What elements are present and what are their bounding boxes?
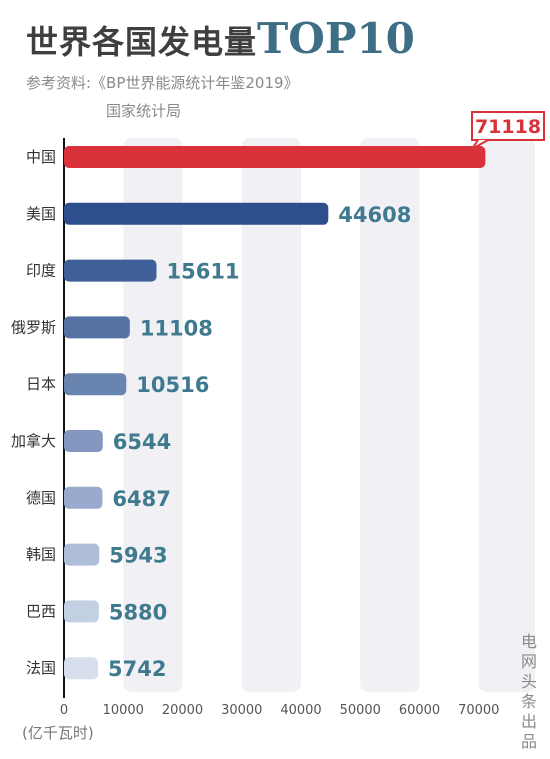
value-label: 6487 xyxy=(112,487,170,511)
x-tick-label: 40000 xyxy=(280,703,321,718)
bar xyxy=(64,543,100,566)
bar xyxy=(64,316,130,339)
bar xyxy=(64,486,103,509)
value-label: 5880 xyxy=(109,600,167,624)
category-label: 法国 xyxy=(26,659,56,677)
category-label: 巴西 xyxy=(26,602,56,620)
bar xyxy=(64,373,127,396)
x-tick-label: 0 xyxy=(60,703,68,718)
category-label: 加拿大 xyxy=(11,432,56,450)
bar xyxy=(64,600,99,623)
value-label: 10516 xyxy=(136,373,209,397)
chart-title: 世界各国发电量TOP10 xyxy=(26,14,415,63)
source-line-2: 国家统计局 xyxy=(106,102,182,120)
bar xyxy=(64,146,486,168)
x-tick-label: 10000 xyxy=(103,703,144,718)
x-axis-unit-label: (亿千瓦时) xyxy=(22,724,94,742)
x-tick-label: 20000 xyxy=(162,703,203,718)
chart-title-en: TOP10 xyxy=(257,14,415,63)
category-label: 日本 xyxy=(26,375,56,393)
x-tick-label: 60000 xyxy=(399,703,440,718)
value-label: 6544 xyxy=(113,430,171,454)
value-label: 44608 xyxy=(338,203,411,227)
grid-band xyxy=(241,138,301,692)
category-label: 中国 xyxy=(26,148,56,166)
category-label: 俄罗斯 xyxy=(11,318,56,336)
x-tick-label: 30000 xyxy=(221,703,262,718)
category-label: 德国 xyxy=(26,489,56,507)
value-callout-pointer xyxy=(471,139,489,150)
category-label: 印度 xyxy=(26,262,56,280)
grid-band xyxy=(478,138,535,692)
chart-title-zh: 世界各国发电量 xyxy=(26,23,258,61)
source-line-1: 参考资料:《BP世界能源统计年鉴2019》 xyxy=(26,74,299,92)
bar xyxy=(64,202,329,225)
bar xyxy=(64,657,99,680)
value-label: 15611 xyxy=(166,260,239,284)
value-label: 11108 xyxy=(140,316,213,340)
x-tick-label: 50000 xyxy=(340,703,381,718)
category-label: 韩国 xyxy=(26,546,56,564)
value-label: 71118 xyxy=(475,116,541,138)
bar xyxy=(64,430,103,452)
value-callout-box xyxy=(471,111,545,141)
grid-band xyxy=(360,138,420,692)
bar xyxy=(64,259,157,282)
category-label: 美国 xyxy=(26,205,56,223)
value-label: 5943 xyxy=(109,544,167,568)
credit-text: 电网头条出品 xyxy=(520,632,537,751)
x-tick-label: 70000 xyxy=(458,703,499,718)
value-label: 5742 xyxy=(108,657,166,681)
